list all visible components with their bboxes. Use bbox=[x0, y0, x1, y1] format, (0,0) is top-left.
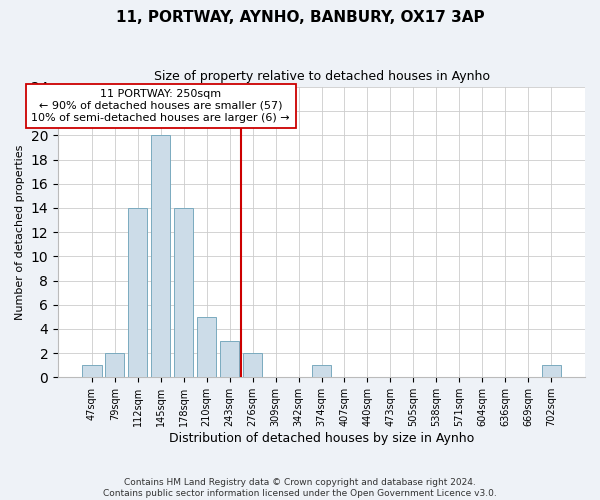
Bar bbox=[82, 365, 101, 378]
X-axis label: Distribution of detached houses by size in Aynho: Distribution of detached houses by size … bbox=[169, 432, 474, 445]
Bar bbox=[174, 208, 193, 378]
Text: 11 PORTWAY: 250sqm
← 90% of detached houses are smaller (57)
10% of semi-detache: 11 PORTWAY: 250sqm ← 90% of detached hou… bbox=[31, 90, 290, 122]
Title: Size of property relative to detached houses in Aynho: Size of property relative to detached ho… bbox=[154, 70, 490, 83]
Bar bbox=[312, 365, 331, 378]
Bar bbox=[197, 317, 217, 378]
Text: 11, PORTWAY, AYNHO, BANBURY, OX17 3AP: 11, PORTWAY, AYNHO, BANBURY, OX17 3AP bbox=[116, 10, 484, 25]
Y-axis label: Number of detached properties: Number of detached properties bbox=[15, 144, 25, 320]
Text: Contains HM Land Registry data © Crown copyright and database right 2024.
Contai: Contains HM Land Registry data © Crown c… bbox=[103, 478, 497, 498]
Bar bbox=[542, 365, 561, 378]
Bar bbox=[243, 353, 262, 378]
Bar bbox=[220, 341, 239, 378]
Bar bbox=[151, 136, 170, 378]
Bar bbox=[105, 353, 124, 378]
Bar bbox=[128, 208, 148, 378]
